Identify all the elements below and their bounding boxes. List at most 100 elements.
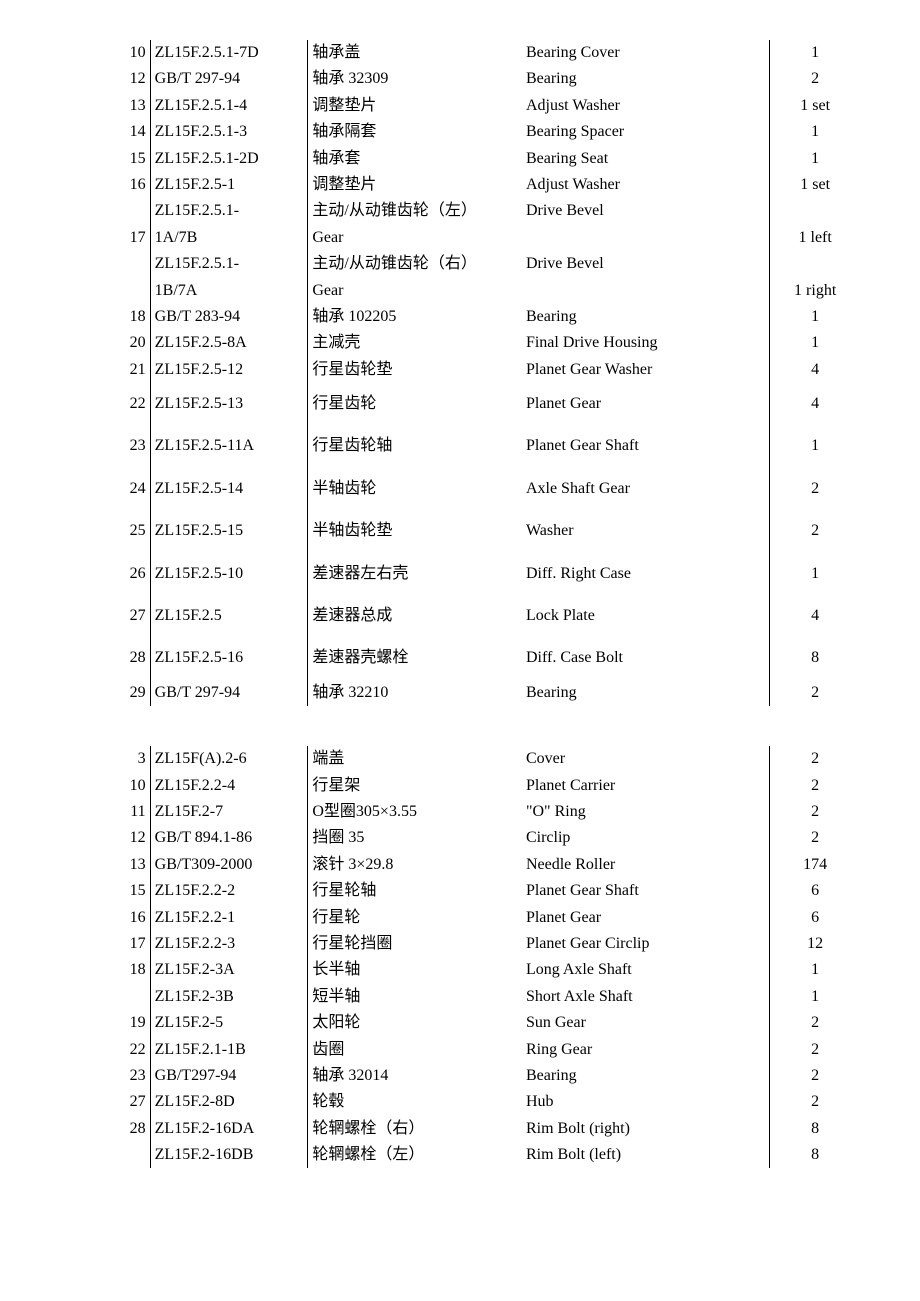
row-part-number: ZL15F.2.5-15 (150, 510, 308, 552)
row-no: 26 (60, 553, 150, 595)
table-row: 24ZL15F.2.5-14半轴齿轮Axle Shaft Gear2 (60, 468, 860, 510)
row-no: 17 (60, 225, 150, 251)
table-row: 28ZL15F.2.5-16差速器壳螺栓Diff. Case Bolt8 (60, 637, 860, 679)
row-no: 15 (60, 878, 150, 904)
row-qty: 1 set (770, 93, 860, 119)
row-qty: 2 (770, 1010, 860, 1036)
table-row: 29GB/T 297-94轴承 32210Bearing2 (60, 680, 860, 706)
row-name-cn: Gear (308, 225, 522, 251)
row-qty: 2 (770, 468, 860, 510)
row-name-cn: 太阳轮 (308, 1010, 522, 1036)
table-row: ZL15F.2.5.1-主动/从动锥齿轮（右）Drive Bevel (60, 251, 860, 277)
row-no: 29 (60, 680, 150, 706)
row-qty: 2 (770, 1089, 860, 1115)
row-name-en: Bearing Seat (522, 146, 770, 172)
table-row: 18ZL15F.2-3A长半轴Long Axle Shaft1 (60, 957, 860, 983)
row-part-number: ZL15F.2.5-10 (150, 553, 308, 595)
row-name-en: Adjust Washer (522, 172, 770, 198)
row-qty: 8 (770, 1142, 860, 1168)
table-row: 12GB/T 894.1-86挡圈 35Circlip2 (60, 825, 860, 851)
table-row: 1B/7AGear 1 right (60, 278, 860, 304)
row-part-number: 1B/7A (150, 278, 308, 304)
row-name-en: Diff. Case Bolt (522, 637, 770, 679)
row-no: 16 (60, 905, 150, 931)
row-name-en: Planet Carrier (522, 773, 770, 799)
row-name-cn: 差速器壳螺栓 (308, 637, 522, 679)
row-no: 28 (60, 1116, 150, 1142)
table-row: 22ZL15F.2.1-1B齿圈 Ring Gear2 (60, 1037, 860, 1063)
row-name-en: Long Axle Shaft (522, 957, 770, 983)
row-qty: 1 right (770, 278, 860, 304)
table-row: 15ZL15F.2.2-2行星轮轴Planet Gear Shaft6 (60, 878, 860, 904)
row-name-cn: 轴承 32309 (308, 66, 522, 92)
row-name-cn: 轴承 102205 (308, 304, 522, 330)
row-no (60, 198, 150, 224)
row-part-number: GB/T 297-94 (150, 66, 308, 92)
row-name-cn: 短半轴 (308, 984, 522, 1010)
row-qty: 2 (770, 746, 860, 772)
row-part-number: ZL15F.2.5-16 (150, 637, 308, 679)
row-part-number: ZL15F(A).2-6 (150, 746, 308, 772)
row-qty: 174 (770, 852, 860, 878)
parts-table-1-body: 10ZL15F.2.5.1-7D轴承盖Bearing Cover112GB/T … (60, 40, 860, 706)
row-part-number: ZL15F.2.5.1-7D (150, 40, 308, 66)
row-name-cn: 差速器总成 (308, 595, 522, 637)
parts-table-2-body: 3ZL15F(A).2-6端盖Cover210ZL15F.2.2-4行星架Pla… (60, 746, 860, 1168)
row-no: 12 (60, 825, 150, 851)
table-row: 20ZL15F.2.5-8A主减壳Final Drive Housing1 (60, 330, 860, 356)
row-part-number: ZL15F.2.2-1 (150, 905, 308, 931)
row-qty: 2 (770, 66, 860, 92)
row-name-cn: 长半轴 (308, 957, 522, 983)
table-row: 16ZL15F.2.5-1调整垫片Adjust Washer1 set (60, 172, 860, 198)
row-name-en: Planet Gear (522, 905, 770, 931)
table-row: ZL15F.2-3B短半轴Short Axle Shaft1 (60, 984, 860, 1010)
row-part-number: ZL15F.2.5.1- (150, 198, 308, 224)
table-row: 19ZL15F.2-5太阳轮Sun Gear2 (60, 1010, 860, 1036)
row-name-cn: 轮毂 (308, 1089, 522, 1115)
table-row: 26ZL15F.2.5-10差速器左右壳 Diff. Right Case1 (60, 553, 860, 595)
row-no: 21 (60, 357, 150, 383)
row-qty (770, 251, 860, 277)
row-no: 16 (60, 172, 150, 198)
row-name-cn: 差速器左右壳 (308, 553, 522, 595)
table-row: 15ZL15F.2.5.1-2D轴承套Bearing Seat1 (60, 146, 860, 172)
row-name-cn: 轮辋螺栓（右） (308, 1116, 522, 1142)
row-name-cn: 调整垫片 (308, 172, 522, 198)
table-row: 13GB/T309-2000滚针 3×29.8Needle Roller174 (60, 852, 860, 878)
row-name-en: Rim Bolt (right) (522, 1116, 770, 1142)
row-name-en (522, 225, 770, 251)
row-name-en: Adjust Washer (522, 93, 770, 119)
row-qty: 1 (770, 330, 860, 356)
row-name-cn: 主减壳 (308, 330, 522, 356)
table-row: ZL15F.2-16DB轮辋螺栓（左）Rim Bolt (left)8 (60, 1142, 860, 1168)
row-part-number: ZL15F.2-5 (150, 1010, 308, 1036)
row-qty: 2 (770, 825, 860, 851)
row-name-cn: 行星轮 (308, 905, 522, 931)
row-no: 11 (60, 799, 150, 825)
table-row: 12GB/T 297-94轴承 32309Bearing2 (60, 66, 860, 92)
row-name-en: Drive Bevel (522, 251, 770, 277)
row-name-cn: 轴承隔套 (308, 119, 522, 145)
row-part-number: ZL15F.2.5-8A (150, 330, 308, 356)
row-name-en: Planet Gear Shaft (522, 425, 770, 467)
table-row: 27ZL15F.2-8D轮毂Hub2 (60, 1089, 860, 1115)
row-qty: 1 set (770, 172, 860, 198)
row-name-en: Washer (522, 510, 770, 552)
row-name-cn: Gear (308, 278, 522, 304)
row-name-cn: O型圈305×3.55 (308, 799, 522, 825)
row-qty: 4 (770, 357, 860, 383)
row-no: 13 (60, 852, 150, 878)
row-name-cn: 行星轮挡圈 (308, 931, 522, 957)
row-name-cn: 轴承 32210 (308, 680, 522, 706)
row-qty: 2 (770, 1037, 860, 1063)
row-qty: 2 (770, 773, 860, 799)
row-part-number: ZL15F.2-7 (150, 799, 308, 825)
row-name-cn: 端盖 (308, 746, 522, 772)
row-no: 18 (60, 304, 150, 330)
row-name-en: Short Axle Shaft (522, 984, 770, 1010)
table-row: 171A/7BGear1 left (60, 225, 860, 251)
row-part-number: ZL15F.2.2-2 (150, 878, 308, 904)
row-part-number: GB/T 283-94 (150, 304, 308, 330)
row-qty: 2 (770, 510, 860, 552)
parts-table-2: 3ZL15F(A).2-6端盖Cover210ZL15F.2.2-4行星架Pla… (60, 746, 860, 1168)
